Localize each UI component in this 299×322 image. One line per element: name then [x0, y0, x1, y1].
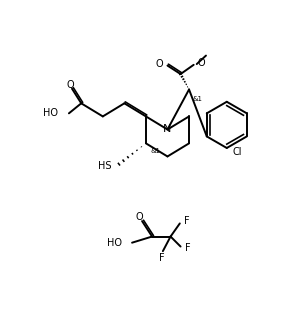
Text: O: O	[198, 58, 205, 68]
Text: O: O	[155, 59, 163, 69]
Text: F: F	[185, 243, 191, 253]
Text: Cl: Cl	[233, 147, 242, 157]
Text: O: O	[67, 80, 74, 90]
Text: &1: &1	[150, 148, 161, 154]
Text: &1: &1	[193, 97, 203, 102]
Text: F: F	[184, 216, 190, 226]
Text: HS: HS	[98, 161, 111, 171]
Text: HO: HO	[107, 239, 122, 249]
Text: F: F	[158, 253, 164, 263]
Text: O: O	[136, 212, 144, 222]
Text: N: N	[163, 125, 172, 135]
Text: HO: HO	[43, 108, 58, 118]
